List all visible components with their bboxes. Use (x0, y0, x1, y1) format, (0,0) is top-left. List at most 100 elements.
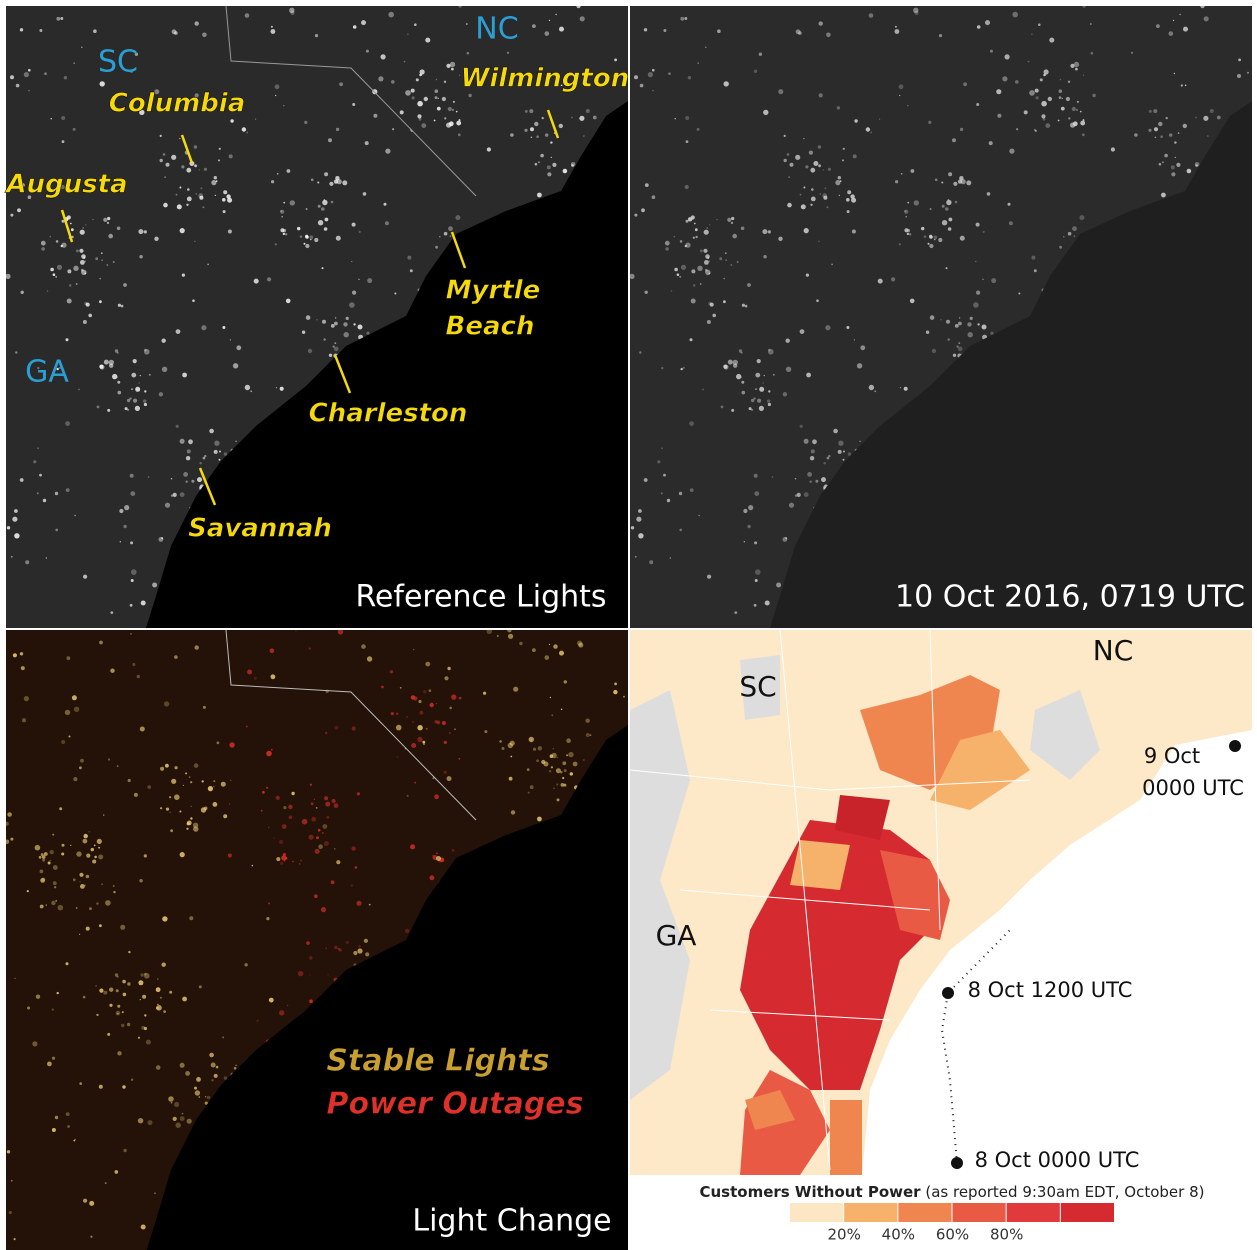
light (256, 1019, 259, 1022)
light (335, 127, 340, 132)
light (1057, 119, 1060, 122)
light (762, 229, 768, 235)
light (898, 84, 904, 90)
light (117, 1051, 122, 1056)
light (425, 37, 431, 43)
light (10, 75, 14, 80)
city-label: Wilmington (461, 64, 629, 94)
light (443, 231, 448, 236)
light (748, 505, 754, 511)
light (126, 1022, 131, 1027)
light (315, 807, 318, 809)
light (304, 120, 308, 124)
light (212, 106, 217, 110)
light (689, 338, 693, 342)
light (799, 424, 803, 428)
light (232, 363, 239, 369)
light (323, 338, 326, 341)
light (82, 227, 84, 229)
light (837, 176, 841, 180)
light (905, 215, 907, 218)
light (981, 324, 987, 330)
light (446, 776, 452, 782)
light (947, 338, 950, 341)
light (73, 777, 78, 782)
light (250, 390, 253, 393)
light (548, 770, 552, 773)
light (28, 68, 31, 72)
light (165, 763, 169, 768)
light (755, 569, 761, 575)
light (1083, 74, 1085, 76)
light (136, 674, 140, 679)
city-label: Columbia (109, 89, 246, 119)
light (846, 326, 850, 329)
light (1207, 135, 1209, 137)
light (813, 161, 819, 166)
light (187, 188, 190, 191)
light (301, 818, 308, 825)
light (758, 52, 763, 56)
light (40, 240, 46, 246)
light (201, 780, 204, 783)
light (41, 247, 45, 251)
light (816, 299, 819, 303)
leader (546, 109, 560, 139)
light (311, 816, 317, 822)
light (190, 817, 193, 820)
light (585, 109, 590, 113)
state-label: NC (475, 12, 518, 47)
light (72, 878, 76, 882)
light (877, 278, 883, 284)
light (133, 792, 138, 797)
light (634, 213, 638, 217)
light (305, 243, 310, 249)
light (982, 278, 984, 280)
light (559, 650, 564, 656)
light (536, 759, 539, 762)
light (668, 72, 671, 75)
light (989, 49, 993, 53)
light (40, 853, 44, 857)
light (443, 740, 447, 745)
light (441, 721, 446, 725)
light (704, 260, 709, 265)
light (736, 261, 739, 263)
light (27, 195, 32, 199)
light (415, 78, 419, 82)
light (459, 74, 461, 76)
light (168, 1096, 174, 1102)
caption: 10 Oct 2016, 0719 UTC (895, 580, 1245, 615)
light (929, 315, 935, 320)
light (64, 709, 71, 716)
light (222, 210, 226, 214)
light (253, 676, 257, 680)
light (630, 526, 635, 530)
light (61, 242, 67, 248)
light (614, 682, 617, 686)
light (1238, 58, 1241, 62)
light (566, 754, 569, 757)
light (314, 848, 320, 854)
light (1033, 269, 1037, 273)
light (74, 514, 76, 517)
light (954, 324, 959, 328)
light (1067, 80, 1071, 84)
light (537, 192, 542, 198)
light (54, 491, 59, 496)
light (283, 201, 286, 204)
light (116, 351, 119, 354)
light (562, 761, 567, 766)
light (309, 999, 313, 1003)
light (65, 421, 70, 426)
light (551, 714, 554, 717)
light (975, 222, 980, 227)
light (825, 325, 831, 331)
light (154, 236, 159, 241)
light (335, 176, 340, 181)
light (709, 224, 711, 226)
light (6, 526, 11, 530)
light (163, 202, 168, 208)
light (182, 996, 188, 1002)
light (457, 133, 461, 137)
